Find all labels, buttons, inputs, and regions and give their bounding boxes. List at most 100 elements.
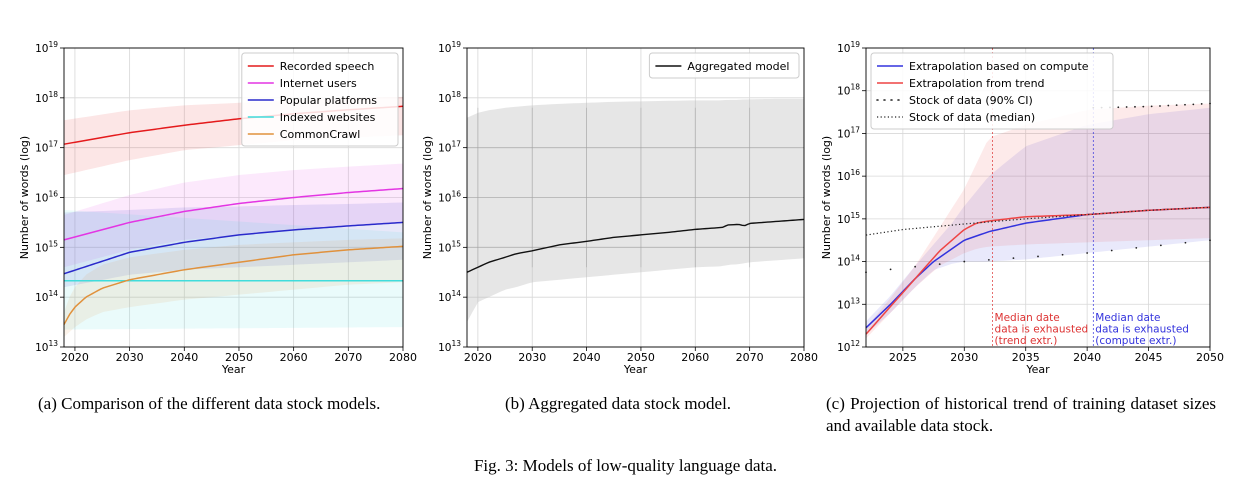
x-tick-label: 2030: [950, 351, 978, 364]
x-axis-label: Year: [221, 363, 246, 376]
ci-dot: [1159, 244, 1162, 247]
ci-dot: [1167, 104, 1170, 107]
legend-label: CommonCrawl: [280, 128, 361, 141]
y-tick-label: 1012: [837, 339, 860, 354]
y-tick-label: 1016: [438, 190, 461, 205]
subcaption-a: (a) Comparison of the different data sto…: [38, 394, 381, 413]
ci-dot: [1150, 105, 1153, 108]
y-tick-label: 1017: [837, 125, 860, 140]
exhaust-label: (compute extr.): [1095, 335, 1176, 347]
band-internet-users: [64, 163, 403, 268]
y-tick-label: 1018: [438, 90, 461, 105]
legend-label: Extrapolation from trend: [909, 77, 1045, 90]
ci-dot: [1037, 255, 1039, 258]
legend-label: Extrapolation based on compute: [909, 60, 1089, 73]
legend-box: [870, 52, 1114, 130]
ci-dot: [1086, 252, 1089, 254]
plot-frame: [865, 47, 1211, 348]
line-extrapolation-from-trend: [865, 206, 1211, 335]
y-axis-label: Number of words (log): [421, 136, 434, 259]
x-tick-label: 2030: [116, 351, 144, 364]
legend-label: Recorded speech: [280, 60, 375, 73]
exhaust-label: Median date: [1095, 312, 1160, 324]
legend: Extrapolation based on compute Extrapolat…: [870, 52, 1114, 130]
band-popular-platforms: [64, 202, 403, 288]
y-tick-label: 1019: [837, 40, 860, 55]
y-tick-label: 1019: [35, 40, 58, 55]
x-axis-label: Year: [623, 363, 648, 376]
subcaption-b: (b) Aggregated data stock model.: [504, 394, 732, 413]
line-internet-users: [63, 187, 404, 241]
chart-b: 2020 2030 2040 2050 2060 2070 2080 1013 1014 1015…: [421, 40, 818, 376]
x-tick-label: 2025: [889, 351, 917, 364]
legend-label: Popular platforms: [280, 94, 377, 107]
x-tick-label: 2040: [573, 351, 601, 364]
legend-box: [241, 52, 399, 147]
ci-dot: [1061, 253, 1064, 256]
y-tick-label: 1018: [35, 90, 58, 105]
ci-dot: [1012, 257, 1015, 260]
y-tick-label: 1013: [35, 339, 58, 354]
line-commoncrawl: [63, 245, 404, 325]
y-tick-label: 1016: [837, 168, 860, 183]
ci-dot: [1117, 106, 1120, 109]
y-tick-label: 1019: [438, 40, 461, 55]
legend-label: Indexed websites: [280, 111, 376, 124]
line-aggregated-model: [466, 218, 805, 273]
band-commoncrawl: [64, 238, 403, 338]
ci-dot: [987, 258, 990, 261]
x-tick-label: 2080: [790, 351, 818, 364]
y-tick-label: 1017: [438, 140, 461, 155]
x-tick-label: 2020: [464, 351, 492, 364]
y-tick-label: 1014: [438, 289, 461, 304]
y-axis-label: Number of words (log): [820, 136, 833, 259]
ci-dot: [1135, 247, 1138, 249]
band-indexed-websites: [64, 209, 403, 330]
x-tick-label: 2070: [334, 351, 362, 364]
x-tick-label: 2045: [1135, 351, 1163, 364]
legend-label: Aggregated model: [687, 60, 789, 73]
legend-label: Stock of data (median): [909, 111, 1035, 124]
y-tick-label: 1017: [35, 140, 58, 155]
legend: Aggregated model: [648, 52, 800, 79]
exhaust-label: data is exhausted: [995, 324, 1089, 336]
exhaust-label: Median date: [995, 312, 1060, 324]
ci-dot: [1134, 105, 1136, 108]
y-tick-label: 1015: [35, 239, 58, 254]
ci-dot: [1192, 103, 1195, 106]
ci-dot: [1110, 249, 1113, 252]
y-tick-label: 1016: [35, 190, 58, 205]
x-tick-label: 2050: [225, 351, 253, 364]
ci-dot: [1125, 106, 1128, 108]
x-tick-label: 2050: [627, 351, 655, 364]
ci-dot: [1184, 241, 1187, 244]
ci-dot: [1142, 105, 1145, 108]
y-axis-label: Number of words (log): [18, 136, 31, 259]
x-tick-label: 2020: [61, 351, 89, 364]
x-tick-label: 2080: [389, 351, 417, 364]
x-tick-label: 2070: [736, 351, 764, 364]
y-tick-label: 1015: [837, 211, 860, 226]
subcaption-c: (c) Projection of historical trend of tr…: [826, 394, 1216, 435]
x-axis-label: Year: [1025, 363, 1050, 376]
ci-dot: [1200, 103, 1203, 105]
legend-label: Internet users: [280, 77, 357, 90]
exhaust-label: data is exhausted: [1095, 324, 1189, 336]
ci-dot: [914, 265, 917, 268]
x-tick-label: 2060: [681, 351, 709, 364]
legend-box: [648, 52, 800, 79]
x-tick-label: 2040: [1073, 351, 1101, 364]
ci-dot: [938, 263, 941, 266]
y-tick-label: 1015: [438, 239, 461, 254]
ci-dot: [1175, 104, 1178, 107]
legend-label: Stock of data (90% CI): [909, 94, 1033, 107]
x-tick-label: 2040: [170, 351, 198, 364]
figure-canvas: 2020 2030 2040 2050 2060 2070 2080 1013 1014 1015…: [18, 40, 1224, 376]
line-popular-platforms: [63, 221, 404, 275]
ci-dot: [963, 260, 966, 263]
legend: Recorded speech Internet users Popular pla…: [241, 52, 399, 147]
y-tick-label: 1014: [837, 254, 860, 269]
x-tick-label: 2035: [1012, 351, 1040, 364]
chart-a: 2020 2030 2040 2050 2060 2070 2080 1013 1014 1015…: [18, 40, 417, 376]
